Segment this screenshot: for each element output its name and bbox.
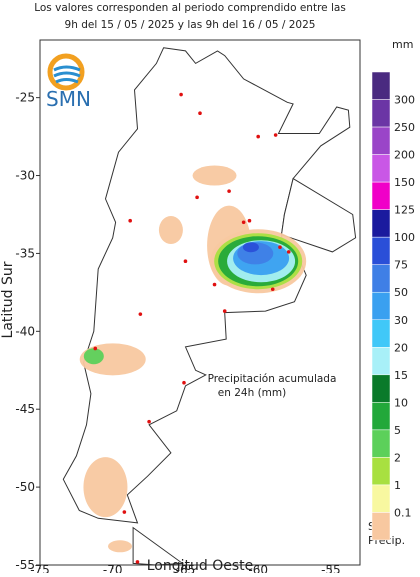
legend-level: 20 — [394, 341, 408, 354]
station — [147, 419, 151, 424]
station — [182, 380, 186, 385]
y-axis-label: Latitud Sur — [0, 261, 16, 338]
station — [122, 510, 127, 514]
legend-swatch — [371, 209, 391, 238]
station — [183, 259, 188, 264]
y-tick-label: -35 — [15, 246, 35, 260]
legend-swatch — [371, 429, 391, 458]
legend-level: 100 — [394, 231, 415, 244]
legend-swatch — [371, 512, 391, 541]
land — [132, 526, 184, 566]
map-geometry — [62, 47, 357, 566]
station — [128, 218, 132, 223]
y-tick-label: -55 — [15, 558, 35, 572]
x-tick-label: -55 — [321, 563, 341, 573]
station — [135, 560, 140, 564]
legend-swatch — [371, 457, 391, 486]
y-tick-label: -25 — [15, 91, 35, 105]
x-tick-label: -65 — [176, 563, 196, 573]
station — [222, 309, 227, 313]
legend-swatch — [371, 402, 391, 431]
legend-level: 0.1 — [394, 506, 412, 519]
y-tick-label: -40 — [15, 324, 35, 338]
legend-level: 150 — [394, 176, 415, 189]
legend-level: 15 — [394, 369, 408, 382]
station — [195, 195, 199, 200]
station — [227, 189, 231, 193]
legend-level: 30 — [394, 314, 408, 327]
station — [198, 111, 202, 116]
legend-level: 250 — [394, 121, 415, 134]
precip-area — [192, 165, 237, 186]
logo-waves — [53, 65, 81, 84]
legend-level: 300 — [394, 94, 415, 107]
land — [62, 47, 351, 524]
legend-swatch — [371, 319, 391, 348]
legend-swatch — [371, 347, 391, 376]
legend-level: 10 — [394, 396, 408, 409]
legend-level: 125 — [394, 204, 415, 217]
station — [278, 245, 282, 249]
title-line: 9h del 15 / 05 / 2025 y las 9h del 16 / … — [65, 19, 316, 31]
precip-area — [158, 216, 183, 245]
station — [273, 133, 278, 137]
precip-area — [242, 242, 259, 253]
legend-swatch — [371, 126, 391, 155]
title-line: Los valores corresponden al periodo comp… — [34, 2, 346, 14]
legend-swatch — [371, 99, 391, 128]
y-tick-label: -30 — [15, 169, 35, 183]
station — [256, 134, 260, 139]
legend-level: 1 — [394, 479, 401, 492]
legend-swatch — [371, 154, 391, 183]
legend-swatch — [371, 264, 391, 293]
legend-level: 50 — [394, 286, 408, 299]
legend-level: 5 — [394, 424, 401, 437]
legend-unit: mm — [392, 38, 413, 51]
station — [138, 312, 143, 316]
precip-area — [83, 457, 128, 518]
y-tick-label: -45 — [15, 402, 35, 416]
legend-swatch — [371, 484, 391, 513]
y-tick-label: -50 — [15, 480, 35, 494]
station — [270, 287, 275, 292]
legend-level: 2 — [394, 451, 401, 464]
legend-swatch — [371, 181, 391, 210]
legend-swatch — [371, 71, 391, 100]
land — [280, 177, 357, 253]
annotation: Precipitación acumulada — [208, 373, 337, 385]
station — [286, 250, 291, 254]
x-tick-label: -70 — [103, 563, 123, 573]
station — [93, 346, 98, 351]
precip-area — [108, 540, 132, 553]
legend-level: 75 — [394, 259, 408, 272]
precip-area — [83, 348, 104, 365]
logo-text: SMN — [46, 87, 91, 111]
station — [241, 220, 246, 225]
legend-swatch — [371, 291, 391, 321]
legend-swatch — [371, 374, 391, 403]
logo-sun — [47, 53, 85, 91]
station — [247, 218, 252, 223]
legend-level: 200 — [394, 149, 415, 162]
station — [179, 92, 183, 97]
legend-swatch — [371, 236, 391, 265]
x-tick-label: -60 — [248, 563, 268, 573]
annotation: en 24h (mm) — [218, 387, 286, 399]
station — [212, 282, 217, 287]
x-axis-label: Longitud Oeste — [147, 558, 254, 573]
